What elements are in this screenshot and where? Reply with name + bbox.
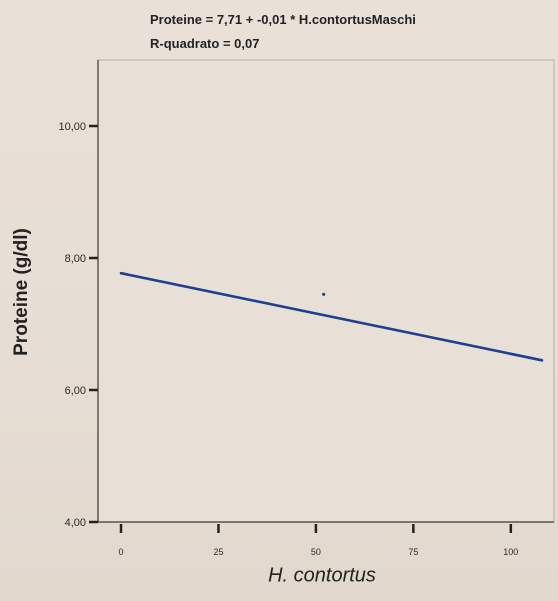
plot-area — [97, 59, 555, 523]
y-tick-label: 10,00 — [58, 121, 86, 133]
y-axis-label: Proteine (g/dl) — [11, 228, 32, 356]
x-tick-label: 25 — [213, 547, 223, 557]
x-axis-label: H. contortus — [268, 564, 376, 587]
x-tick-label: 0 — [118, 547, 123, 557]
x-tick-label: 100 — [503, 547, 518, 557]
data-point — [322, 292, 326, 296]
regression-equation: Proteine = 7,71 + -0,01 * H.contortusMas… — [150, 12, 416, 27]
regression-line — [119, 271, 544, 362]
y-tick-label: 6,00 — [65, 385, 86, 397]
x-tick-label: 50 — [311, 547, 321, 557]
y-tick-label: 8,00 — [65, 253, 86, 265]
y-tick-label: 4,00 — [65, 517, 86, 529]
x-tick-label: 75 — [408, 547, 418, 557]
r-squared-annotation: R-quadrato = 0,07 — [150, 36, 260, 51]
